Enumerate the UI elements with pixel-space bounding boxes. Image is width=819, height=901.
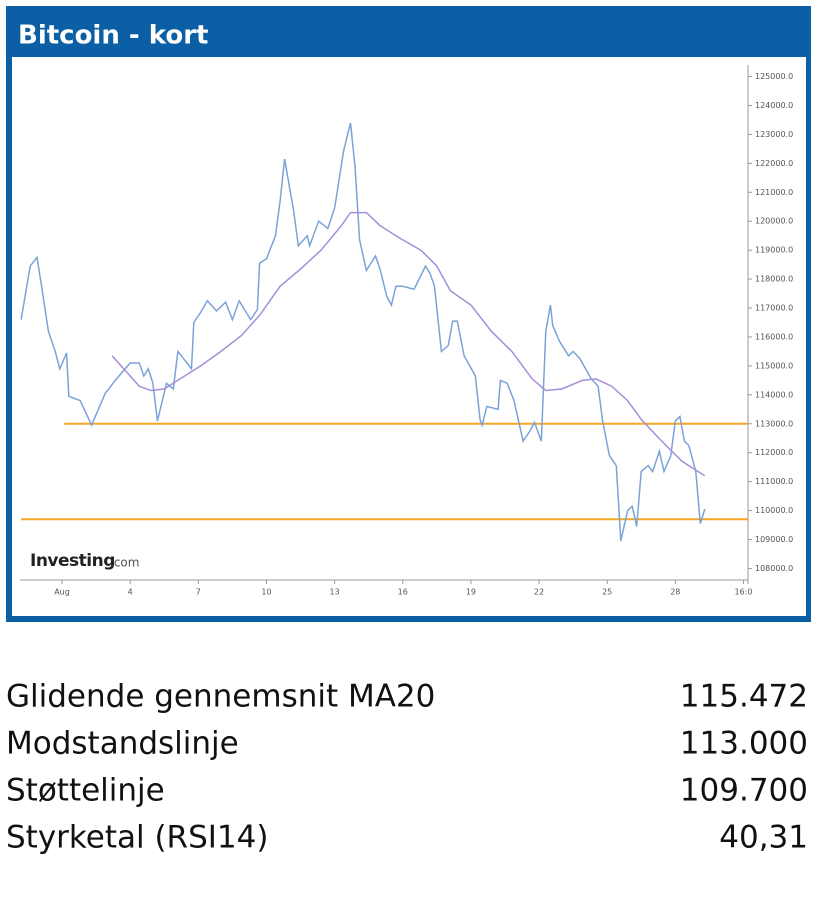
- x-tick-label: 28: [670, 588, 680, 597]
- x-tick-label: 16:0: [734, 588, 752, 597]
- y-tick-label: 125000.0: [755, 72, 793, 81]
- y-tick-label: 122000.0: [755, 159, 793, 168]
- x-tick-label: 10: [261, 588, 271, 597]
- y-tick-label: 109000.0: [755, 535, 793, 544]
- x-tick-label: 13: [330, 588, 340, 597]
- y-tick-label: 119000.0: [755, 246, 793, 255]
- x-tick-label: 25: [602, 588, 612, 597]
- y-tick-label: 108000.0: [755, 564, 793, 573]
- x-tick-label: Aug: [54, 588, 70, 597]
- series-line: [20, 122, 706, 542]
- x-tick-label: 16: [398, 588, 408, 597]
- y-tick-label: 116000.0: [755, 332, 793, 341]
- y-tick-label: 111000.0: [755, 477, 793, 486]
- y-tick-label: 113000.0: [755, 419, 793, 428]
- watermark: .com: [110, 556, 139, 570]
- y-tick-label: 112000.0: [755, 448, 793, 457]
- y-tick-label: 121000.0: [755, 188, 793, 197]
- y-tick-label: 115000.0: [755, 361, 793, 370]
- row-value: 113.000: [680, 726, 808, 762]
- row-value: 40,31: [719, 820, 808, 856]
- row-label: Styrketal (RSI14): [6, 820, 268, 856]
- watermark: Investing: [30, 551, 115, 571]
- row-value: 109.700: [680, 773, 808, 809]
- row-label: Støttelinje: [6, 773, 165, 809]
- row-label: Glidende gennemsnit MA20: [6, 679, 435, 715]
- row-label: Modstandslinje: [6, 726, 239, 762]
- x-tick-label: 4: [128, 588, 133, 597]
- y-tick-label: 118000.0: [755, 275, 793, 284]
- x-tick-label: 19: [466, 588, 476, 597]
- series-line: [111, 211, 706, 477]
- y-tick-label: 120000.0: [755, 217, 793, 226]
- y-tick-label: 114000.0: [755, 390, 793, 399]
- y-tick-label: 124000.0: [755, 101, 793, 110]
- plot-area: [12, 57, 806, 616]
- row-value: 115.472: [680, 679, 808, 715]
- x-tick-label: 7: [196, 588, 201, 597]
- x-tick-label: 22: [534, 588, 544, 597]
- y-tick-label: 123000.0: [755, 130, 793, 139]
- y-tick-label: 110000.0: [755, 506, 793, 515]
- chart-title: Bitcoin - kort: [18, 21, 208, 51]
- y-tick-label: 117000.0: [755, 304, 793, 313]
